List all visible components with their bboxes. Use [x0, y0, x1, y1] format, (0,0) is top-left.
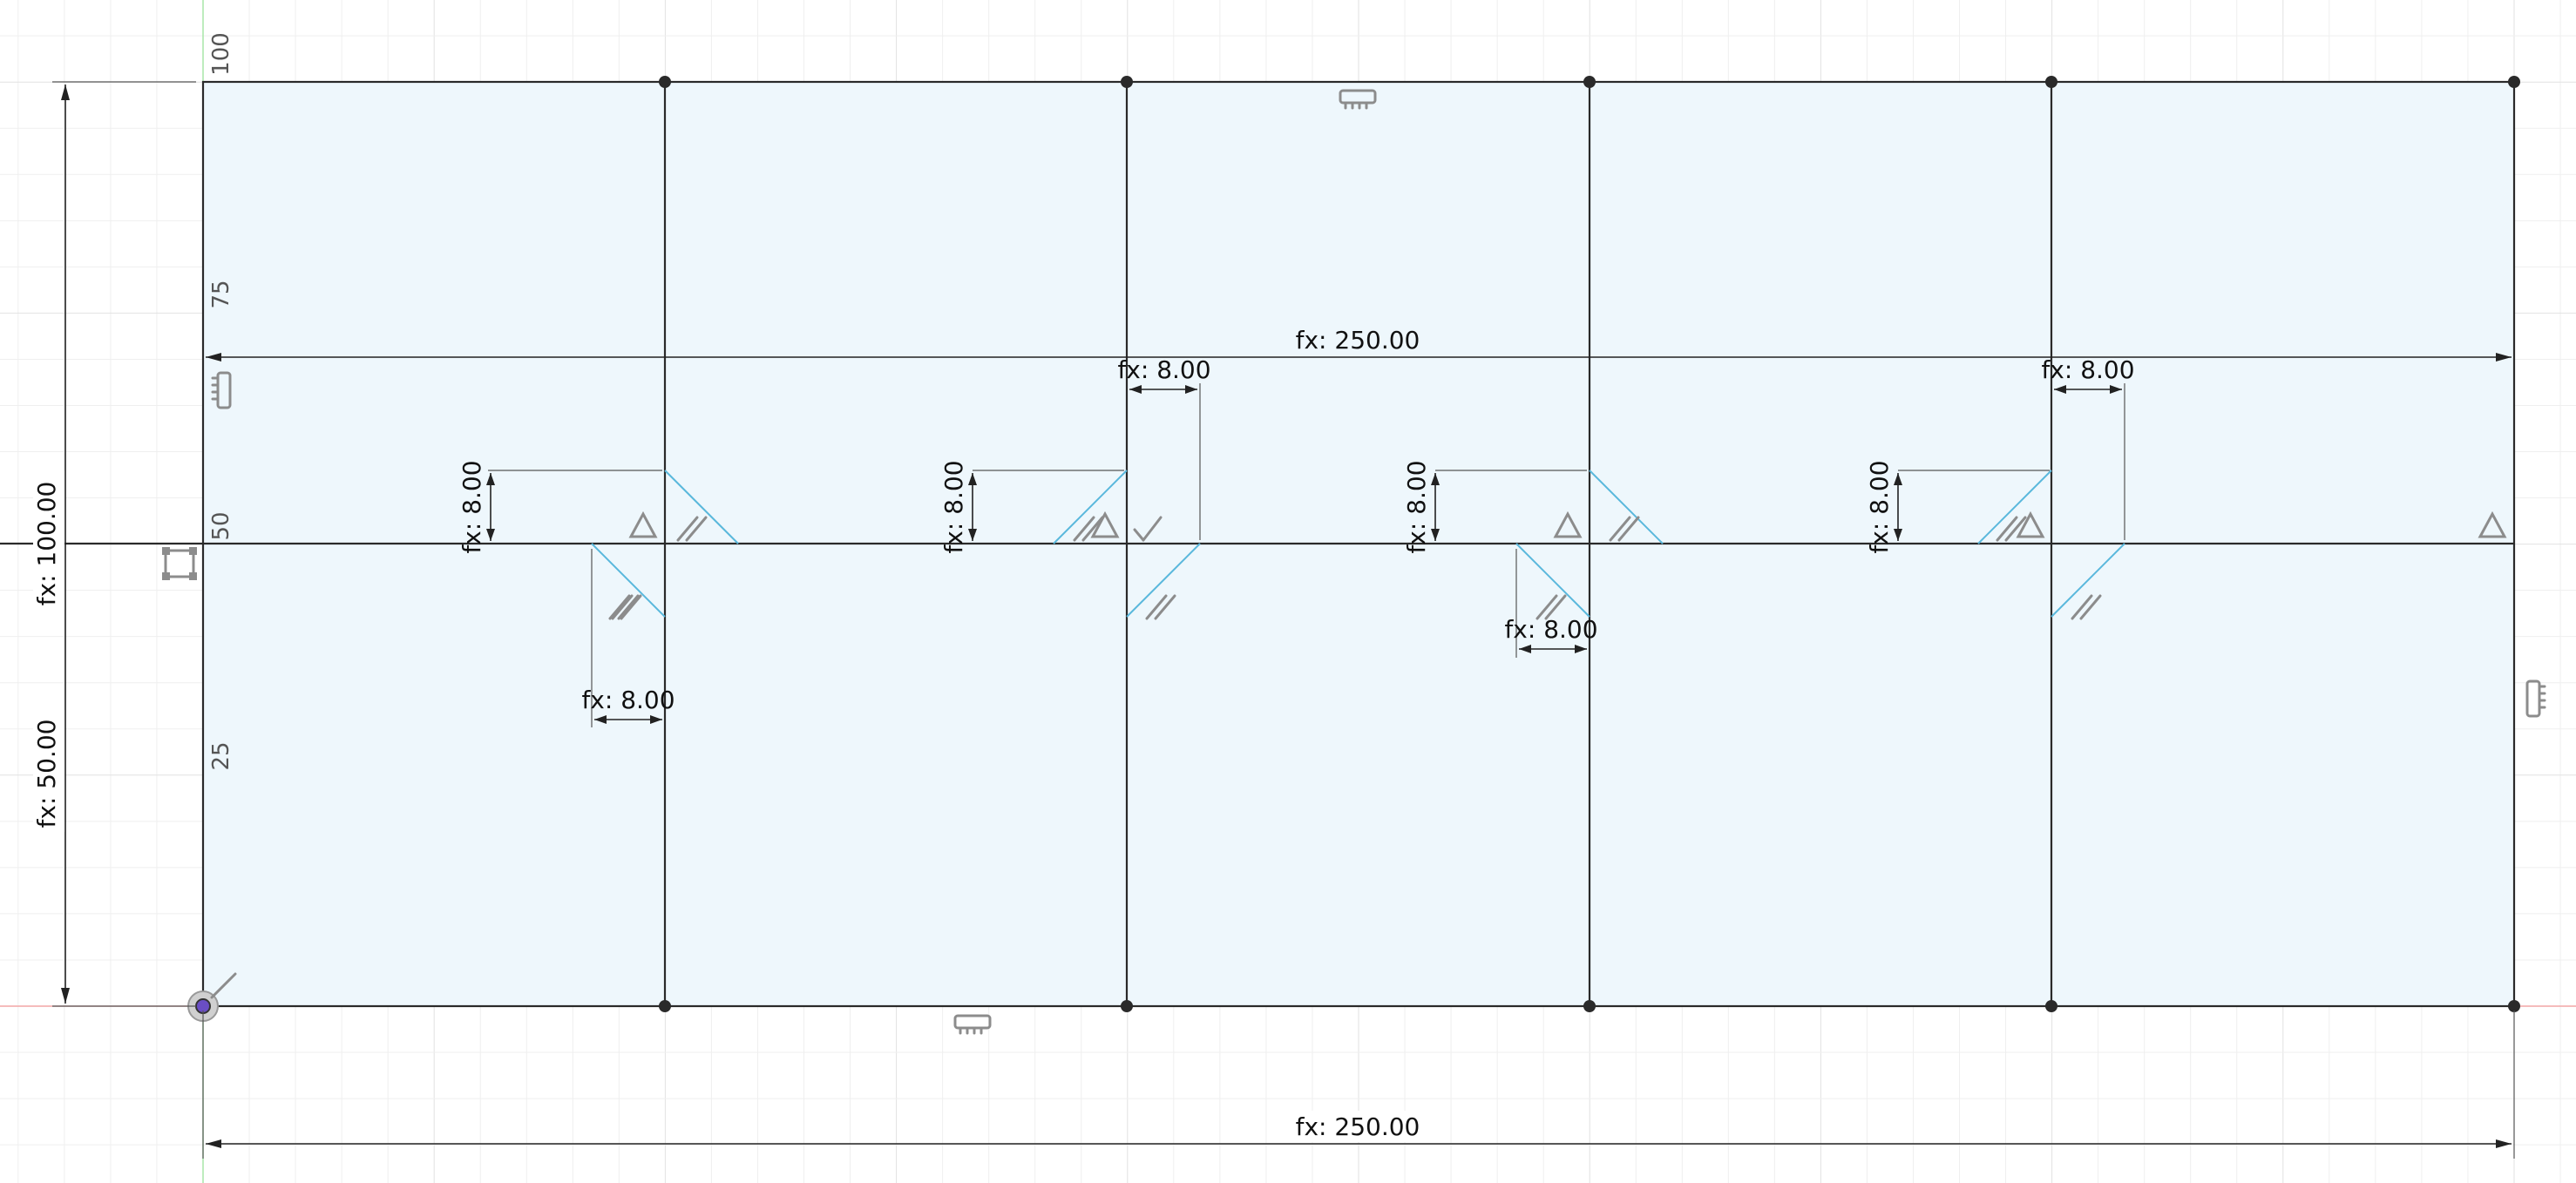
axis-number: 100 [208, 32, 234, 76]
parallel-constraint-icon[interactable] [676, 516, 708, 542]
dimension-label[interactable]: fx: 250.00 [1296, 1112, 1420, 1141]
perpendicular-constraint-icon[interactable] [2016, 510, 2045, 538]
construction-line[interactable] [591, 543, 666, 618]
dimension-label[interactable]: fx: 8.00 [1117, 355, 1210, 384]
dimension-overall-width-bottom[interactable]: fx: 250.00 [202, 1011, 2515, 1159]
origin-point-icon[interactable] [187, 972, 237, 1022]
sketch-point[interactable] [2508, 1000, 2520, 1012]
dimension-label[interactable]: fx: 8.00 [939, 460, 968, 553]
sketch-point[interactable] [2508, 76, 2520, 88]
dimension-offset-vertical-2[interactable]: fx: 8.00 [939, 460, 1124, 554]
perpendicular-constraint-icon[interactable] [2478, 510, 2507, 538]
perpendicular-constraint-icon[interactable] [1090, 510, 1120, 538]
dimension-label[interactable]: fx: 8.00 [1402, 460, 1431, 553]
dimension-label[interactable]: fx: 250.00 [1296, 326, 1420, 355]
sketch-point[interactable] [2045, 76, 2057, 88]
sketch-point[interactable] [1583, 76, 1596, 88]
axis-number: 75 [208, 280, 234, 308]
sketch-point[interactable] [659, 76, 671, 88]
dimension-offset-vertical-4[interactable]: fx: 8.00 [1865, 460, 2050, 554]
sketch-point[interactable] [1583, 1000, 1596, 1012]
sketch-points[interactable] [659, 76, 2520, 1012]
construction-lines[interactable] [591, 470, 2125, 618]
dimension-label[interactable]: fx: 50.00 [32, 720, 61, 828]
construction-line[interactable] [1053, 470, 1128, 544]
horizontal-constraint-icon[interactable] [1339, 89, 1377, 110]
parallel-constraint-icon[interactable] [1145, 594, 1176, 620]
axis-number: 50 [208, 511, 234, 540]
dimension-offset-vertical-1[interactable]: fx: 8.00 [458, 460, 662, 554]
symmetry-constraint-icon[interactable] [162, 547, 197, 580]
dimension-offset-horizontal-3[interactable]: fx: 8.00 [1504, 549, 1598, 658]
vertical-constraint-icon[interactable] [2525, 679, 2546, 718]
axis-number: 25 [208, 741, 234, 770]
dimension-label[interactable]: fx: 8.00 [1504, 615, 1597, 644]
construction-line[interactable] [1126, 543, 1201, 618]
construction-line[interactable] [1977, 470, 2052, 544]
perpendicular-constraint-icon[interactable] [1553, 510, 1583, 538]
dimension-label[interactable]: fx: 8.00 [458, 460, 486, 553]
sketch-lines[interactable] [0, 80, 2516, 1008]
axis-numbers: 100 75 50 25 [208, 32, 234, 770]
parallel-constraint-icon[interactable] [611, 594, 642, 620]
parallel-constraint-icon[interactable] [1609, 516, 1640, 542]
dimension-mid-height[interactable]: fx: 50.00 [32, 710, 64, 832]
sketch-point[interactable] [1121, 76, 1133, 88]
parallel-constraint-icon[interactable] [1535, 594, 1567, 620]
construction-line[interactable] [1589, 470, 1664, 544]
sketch-point[interactable] [2045, 1000, 2057, 1012]
dimension-overall-height[interactable]: fx: 100.00 [32, 81, 196, 1007]
equal-constraint-icon[interactable] [608, 594, 640, 620]
construction-line[interactable] [1515, 543, 1590, 618]
dimension-label[interactable]: fx: 8.00 [581, 686, 675, 714]
vertical-constraint-icon[interactable] [211, 371, 232, 409]
dimension-offset-horizontal-1[interactable]: fx: 8.00 [581, 549, 675, 727]
sketch-point[interactable] [1121, 1000, 1133, 1012]
coincident-constraint-icon[interactable] [1133, 516, 1163, 542]
dimension-offset-horizontal-2[interactable]: fx: 8.00 [1117, 355, 1211, 540]
dimension-label[interactable]: fx: 100.00 [32, 482, 61, 606]
horizontal-constraint-icon[interactable] [953, 1014, 992, 1035]
parallel-constraint-icon[interactable] [1073, 516, 1104, 542]
construction-line[interactable] [2051, 543, 2125, 618]
perpendicular-constraint-icon[interactable] [628, 510, 658, 538]
dimension-overall-width-top[interactable]: fx: 250.00 [206, 324, 2512, 362]
construction-line[interactable] [664, 470, 739, 544]
dimension-offset-horizontal-4[interactable]: fx: 8.00 [2041, 355, 2135, 540]
parallel-constraint-icon[interactable] [1996, 516, 2027, 542]
dimension-label[interactable]: fx: 8.00 [1865, 460, 1894, 553]
sketch-point[interactable] [659, 1000, 671, 1012]
dimension-offset-vertical-3[interactable]: fx: 8.00 [1402, 460, 1587, 554]
dimension-label[interactable]: fx: 8.00 [2041, 355, 2134, 384]
parallel-constraint-icon[interactable] [2071, 594, 2102, 620]
